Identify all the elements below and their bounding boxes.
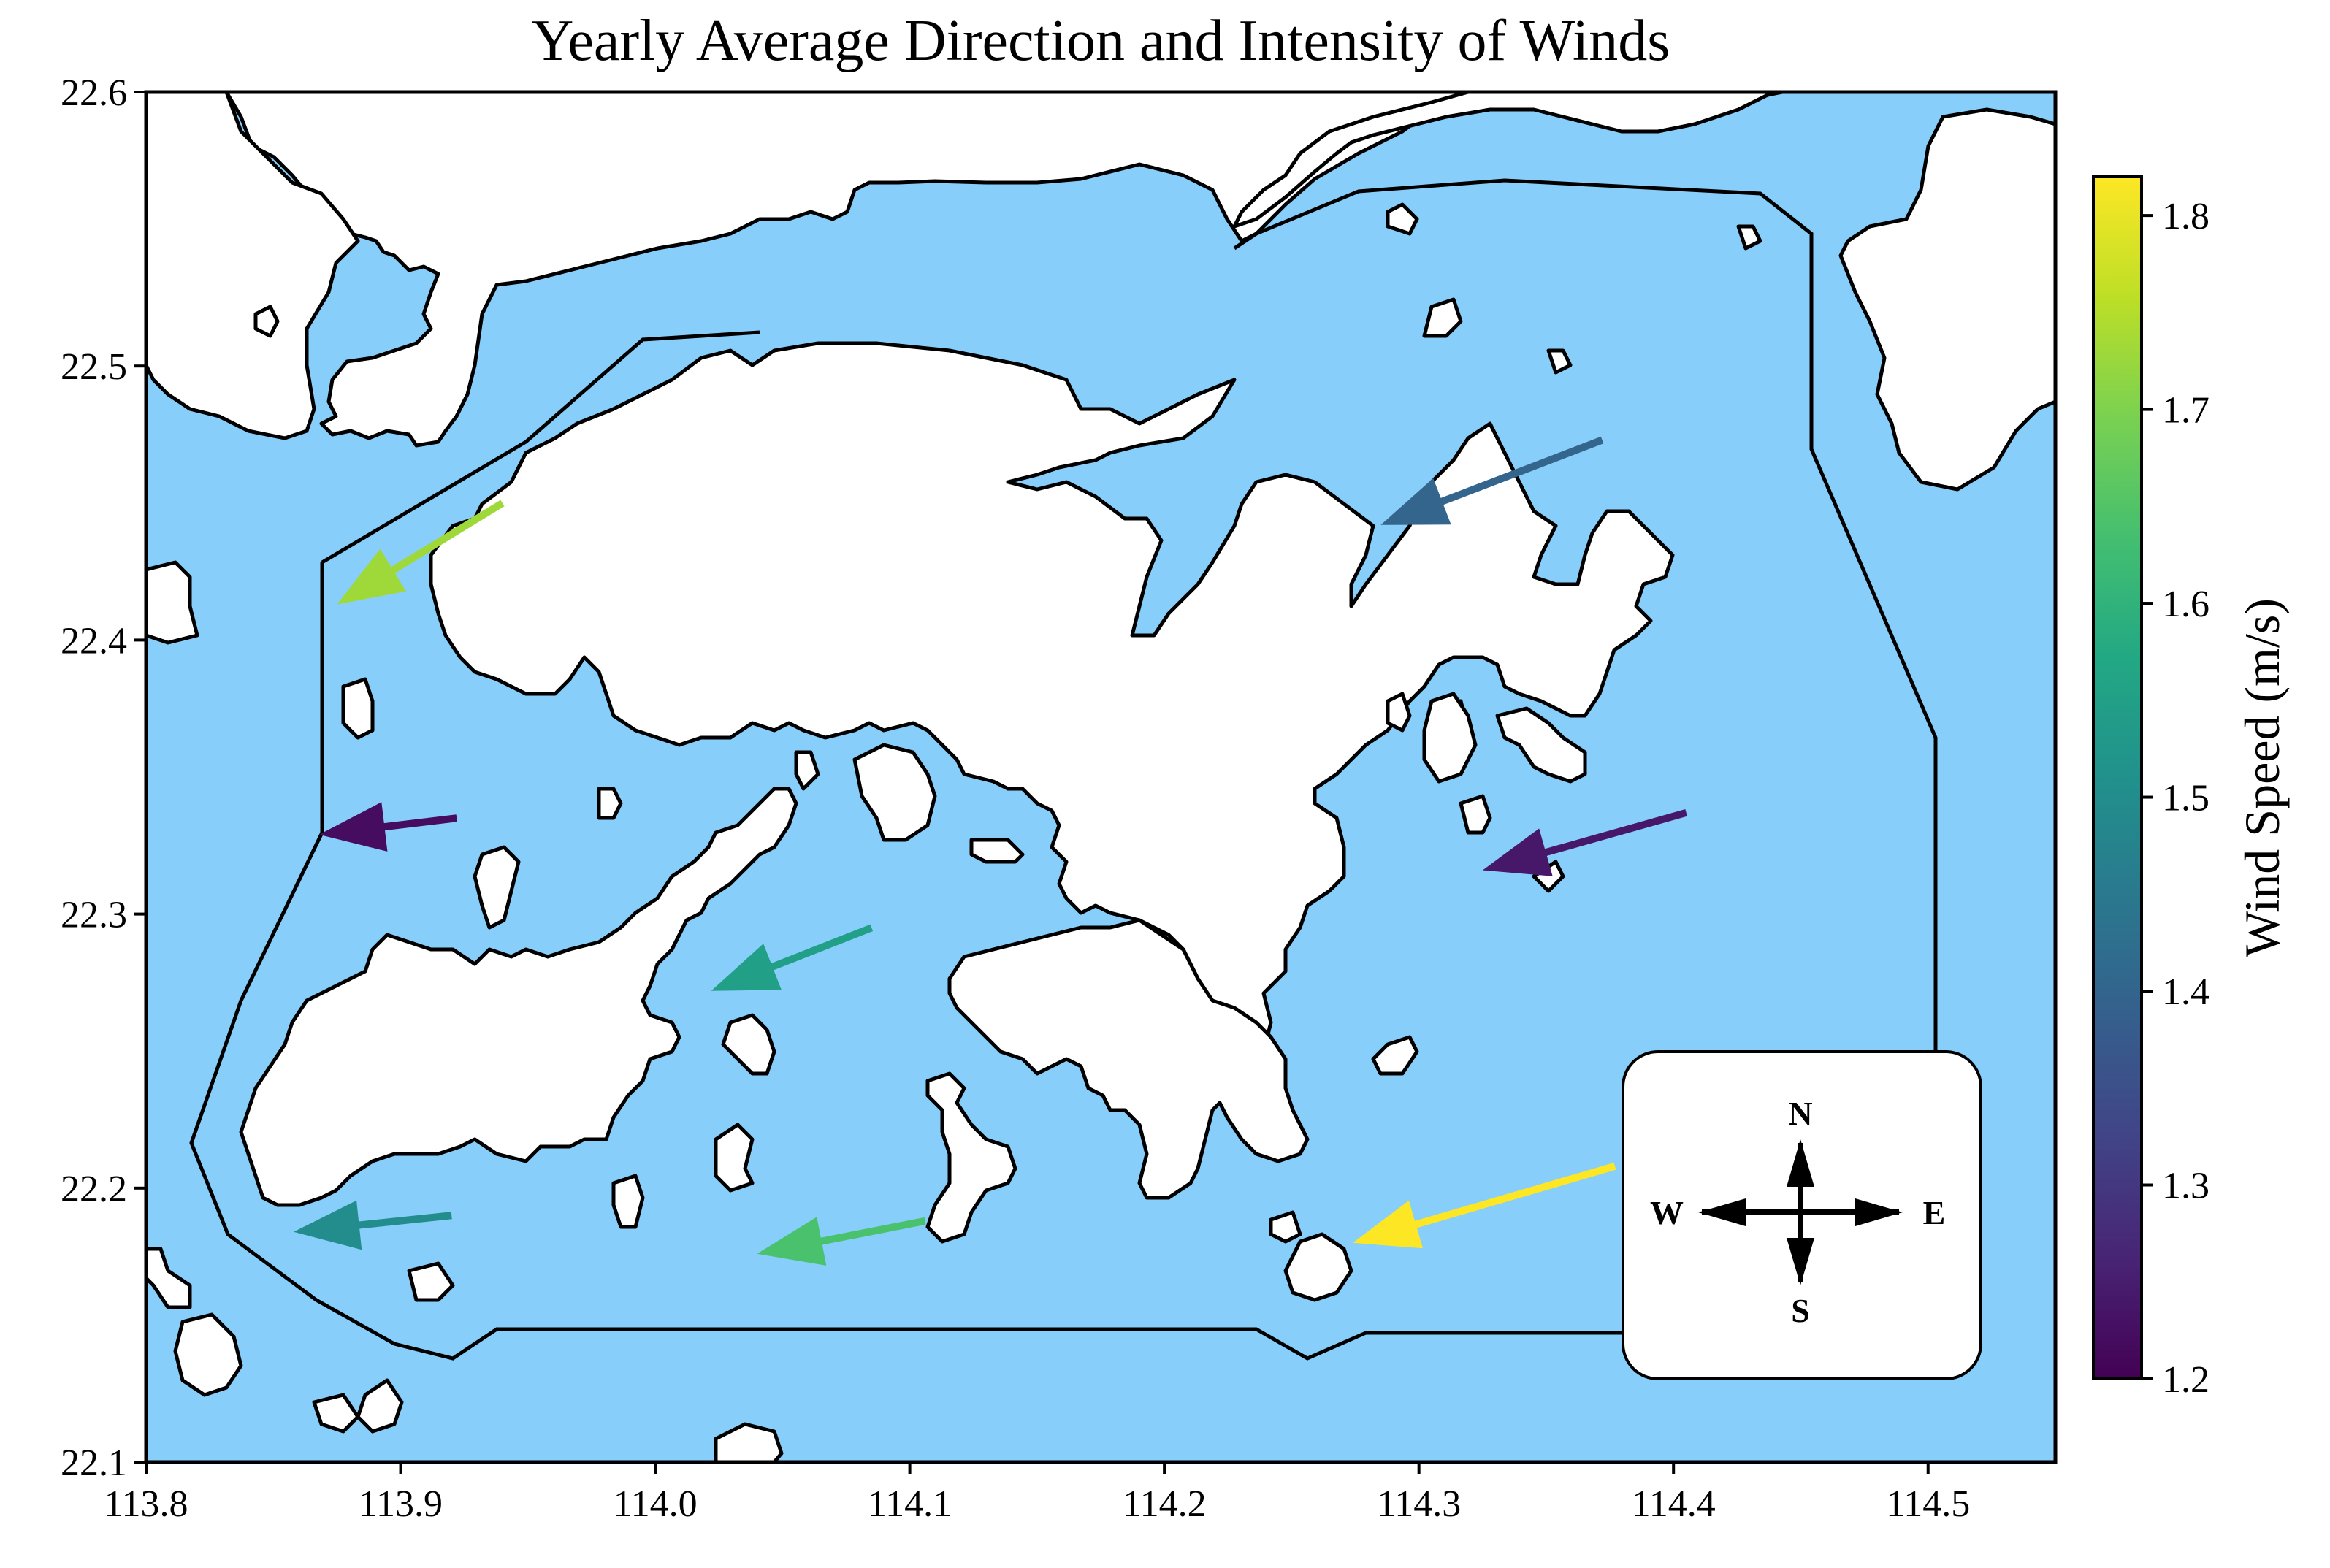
x-tick-label: 114.5 <box>1886 1483 1970 1525</box>
colorbar-tick-label: 1.7 <box>2162 390 2209 432</box>
wind-arrow <box>757 1217 926 1266</box>
island-small-3 <box>611 1174 645 1229</box>
landmasses <box>146 92 2055 1462</box>
compass-west-arrowhead <box>1698 1198 1746 1226</box>
x-tick-label: 114.2 <box>1123 1483 1207 1525</box>
island-small-7 <box>312 1393 360 1434</box>
colorbar-tick-label: 1.8 <box>2162 196 2209 237</box>
compass-label-s: S <box>1791 1292 1810 1329</box>
island-small-17 <box>794 750 820 791</box>
hk-boundary-line <box>189 178 1938 1361</box>
colorbar-tick-label: 1.3 <box>2162 1166 2209 1207</box>
new-territories-land <box>429 341 1675 1068</box>
wind-arrow-shape <box>294 1200 452 1250</box>
island-small-12 <box>341 677 375 740</box>
colorbar-tick-label: 1.2 <box>2162 1359 2209 1401</box>
chart-title: Yearly Average Direction and Intensity o… <box>532 9 1670 73</box>
compass-label-w: W <box>1650 1194 1684 1231</box>
island-small-21 <box>1495 706 1587 784</box>
island-small-22 <box>1459 794 1492 835</box>
wind-arrow <box>711 924 874 991</box>
wind-arrow <box>1380 436 1604 525</box>
wind-arrow <box>294 1200 452 1250</box>
compass-rose: N S W E <box>1622 1050 1982 1380</box>
island-small-20 <box>1422 692 1478 784</box>
x-tick-label: 114.3 <box>1377 1483 1461 1525</box>
compass-east-arrowhead <box>1855 1198 1903 1226</box>
colorbar-label: Wind Speed (m/s) <box>2234 598 2290 957</box>
colorbar: 1.2 1.3 1.4 1.5 1.6 1.7 1.8 Wind Speed (m/s) <box>2092 175 2290 1401</box>
mainland-northwest-land <box>146 92 360 440</box>
wind-arrow <box>1482 809 1687 876</box>
colorbar-tick-label: 1.4 <box>2162 971 2209 1013</box>
tsing-yi-island-land <box>852 743 937 842</box>
island-small-9 <box>714 1422 784 1462</box>
island-small-1 <box>721 1013 776 1076</box>
x-axis-ticks: 113.8 113.9 114.0 114.1 114.2 114.3 114.4 114.5 <box>104 1462 1970 1525</box>
island-small-27 <box>1546 348 1573 375</box>
y-tick-label: 22.3 <box>61 895 127 936</box>
wind-arrow-shape <box>1353 1163 1616 1249</box>
island-small-25 <box>1386 202 1419 236</box>
wind-arrows <box>294 436 1687 1266</box>
island-small-10 <box>146 1247 192 1309</box>
wind-arrow-shape <box>711 924 874 991</box>
colorbar-tick-label: 1.5 <box>2162 778 2209 819</box>
wind-arrow <box>319 802 457 852</box>
po-toi-island-land <box>1283 1232 1353 1302</box>
wind-arrow-shape <box>337 500 505 605</box>
island-small-24 <box>1371 1035 1419 1076</box>
island-small-14 <box>473 845 521 930</box>
y-tick-label: 22.1 <box>61 1442 127 1484</box>
colorbar-gradient <box>2092 175 2143 1380</box>
island-small-18 <box>1386 692 1412 733</box>
y-tick-label: 22.2 <box>61 1169 127 1210</box>
colorbar-tick-label: 1.6 <box>2162 584 2209 625</box>
wind-arrow-shape <box>1482 809 1687 876</box>
y-tick-label: 22.5 <box>61 346 127 388</box>
x-tick-label: 113.9 <box>359 1483 443 1525</box>
x-tick-label: 114.1 <box>868 1483 952 1525</box>
wind-arrow-shape <box>319 802 457 852</box>
mainland-north-land <box>224 92 1470 448</box>
island-small-15 <box>597 787 623 820</box>
island-small-6 <box>173 1312 243 1397</box>
island-small-11 <box>146 560 199 645</box>
hong-kong-island-land <box>947 918 1310 1200</box>
x-tick-label: 114.4 <box>1632 1483 1716 1525</box>
wind-arrow-shape <box>757 1217 926 1266</box>
colorbar-ticks: 1.2 1.3 1.4 1.5 1.6 1.7 1.8 <box>2142 196 2209 1401</box>
compass-label-e: E <box>1923 1194 1946 1231</box>
lamma-island-land <box>925 1071 1017 1244</box>
wind-arrow <box>1353 1163 1616 1249</box>
island-small-26 <box>1422 297 1463 338</box>
island-small-28 <box>1736 224 1762 251</box>
island-small-4 <box>1269 1210 1302 1244</box>
island-small-8 <box>356 1378 404 1434</box>
wind-arrow <box>337 500 505 605</box>
lantau-island-land <box>239 787 798 1207</box>
y-axis-ticks: 22.1 22.2 22.3 22.4 22.5 22.6 <box>61 72 146 1484</box>
island-small-2 <box>714 1123 755 1193</box>
y-tick-label: 22.4 <box>61 620 127 662</box>
compass-label-n: N <box>1788 1095 1812 1132</box>
compass-south-arrowhead <box>1787 1238 1814 1285</box>
y-tick-label: 22.6 <box>61 72 127 114</box>
island-small-13 <box>253 305 280 338</box>
island-small-5 <box>407 1261 455 1302</box>
x-tick-label: 114.0 <box>614 1483 698 1525</box>
wind-arrow-shape <box>1380 436 1604 525</box>
compass-north-arrowhead <box>1787 1139 1814 1187</box>
plot-frame <box>144 90 2058 1464</box>
island-small-16 <box>969 838 1025 864</box>
mainland-northeast-land <box>1232 92 2055 492</box>
x-tick-label: 113.8 <box>104 1483 188 1525</box>
